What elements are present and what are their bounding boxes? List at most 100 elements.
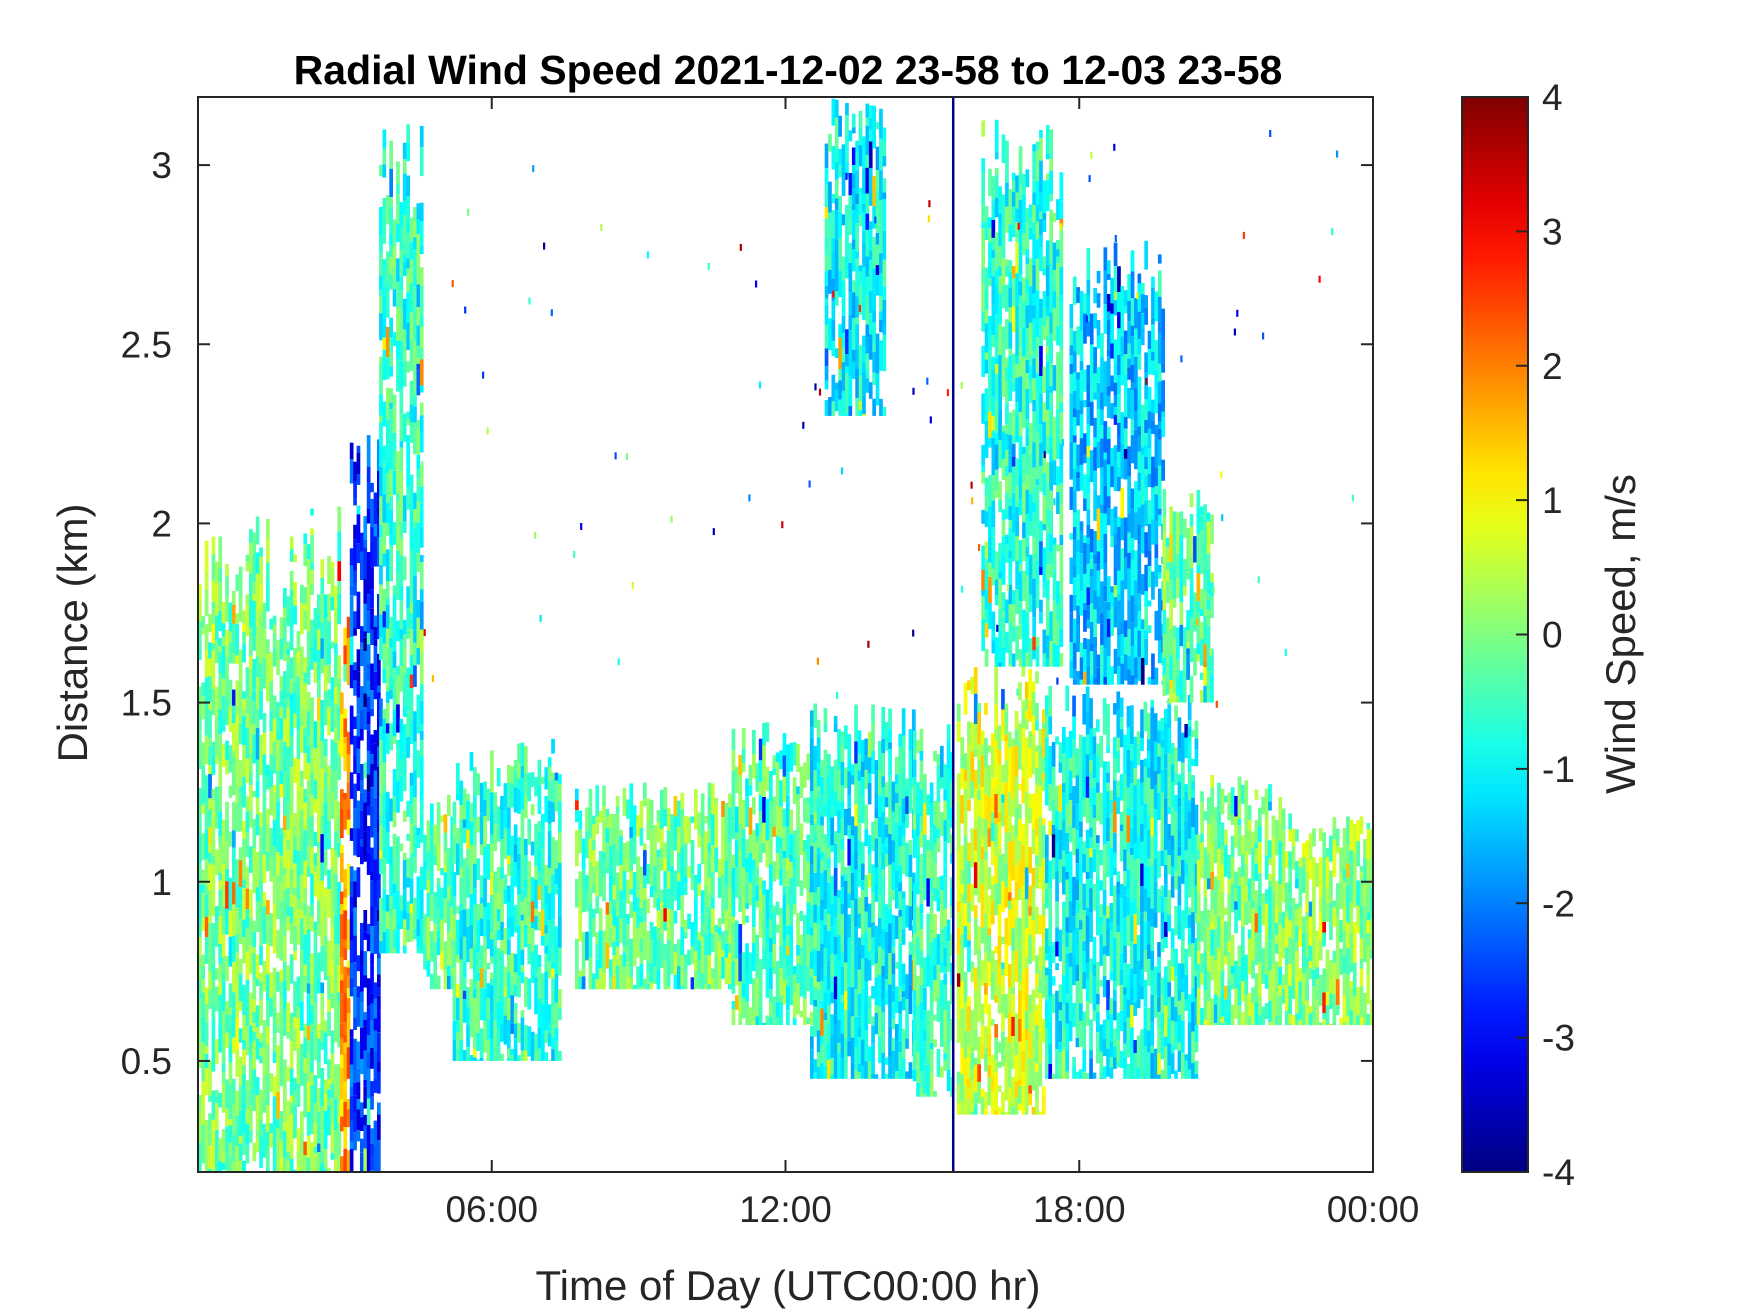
heatmap-cell (262, 1138, 267, 1158)
heatmap-cell (891, 811, 896, 841)
heatmap-cell (813, 1059, 818, 1073)
heatmap-cell (353, 849, 357, 856)
heatmap-cell (1007, 964, 1012, 988)
heatmap-cell (895, 774, 899, 785)
heatmap-cell (296, 1091, 301, 1107)
heatmap-cell (1007, 873, 1012, 893)
heatmap-cell (905, 1071, 909, 1079)
heatmap-cell (865, 337, 870, 354)
heatmap-cell (343, 799, 348, 830)
heatmap-cell (1035, 158, 1040, 182)
heatmap-cell (779, 908, 783, 917)
heatmap-cell (816, 847, 821, 856)
heatmap-cell (366, 806, 371, 816)
heatmap-cell (283, 1157, 287, 1172)
heatmap-cell (1038, 867, 1043, 889)
heatmap-cell (851, 165, 856, 174)
heatmap-cell (310, 1005, 314, 1012)
heatmap-cell (1007, 900, 1012, 910)
heatmap-cell (898, 916, 903, 944)
heatmap-cell (1018, 563, 1023, 572)
heatmap-cell (541, 973, 545, 1005)
heatmap-cell (517, 778, 521, 790)
heatmap-cell (694, 874, 698, 901)
heatmap-cell (507, 971, 511, 990)
heatmap-cell (970, 1111, 975, 1115)
heatmap-cell (1001, 1054, 1005, 1067)
heatmap-cell (419, 700, 424, 725)
heatmap-cell (1011, 928, 1015, 952)
heatmap-cell (466, 875, 470, 898)
heatmap-cell (218, 582, 223, 612)
heatmap-cell (385, 791, 390, 810)
heatmap-cell (724, 910, 729, 930)
heatmap-cell (1028, 365, 1033, 381)
heatmap-cell (861, 988, 865, 1016)
heatmap-cell (891, 781, 896, 812)
heatmap-cell (317, 900, 321, 925)
heatmap-cell (416, 750, 421, 778)
heatmap-cell (436, 930, 441, 938)
heatmap-cell (360, 1044, 364, 1060)
heatmap-cell (967, 1078, 971, 1089)
heatmap-cell (399, 489, 404, 522)
heatmap-cell (1001, 689, 1005, 710)
heatmap-cell (639, 986, 644, 990)
heatmap-cell (769, 989, 773, 1003)
heatmap-cell (385, 691, 390, 704)
heatmap-cell (396, 501, 400, 527)
heatmap-cell (313, 780, 318, 799)
heatmap-cell (598, 811, 603, 823)
heatmap-cell (208, 916, 212, 923)
heatmap-cell (225, 576, 229, 597)
heatmap-cell (218, 872, 223, 881)
heatmap-cell (419, 629, 424, 653)
heatmap-cell (862, 335, 866, 348)
heatmap-cell (1001, 369, 1006, 397)
heatmap-cell (337, 706, 342, 721)
heatmap-cell (1001, 296, 1006, 309)
heatmap-cell (507, 1020, 511, 1049)
heatmap-cell (490, 814, 494, 835)
heatmap-cell (211, 580, 216, 602)
heatmap-cell (984, 859, 988, 871)
heatmap-cell (450, 885, 455, 908)
heatmap-cell (1041, 916, 1046, 939)
heatmap-cell (259, 611, 263, 642)
heatmap-cell (406, 487, 410, 510)
heatmap-region (951, 97, 955, 1172)
heatmap-cell (929, 990, 934, 1017)
heatmap-cell (473, 972, 477, 989)
heatmap-cell (456, 770, 460, 794)
heatmap-cell (416, 694, 421, 716)
heatmap-cell (998, 324, 1002, 355)
heatmap-cell (306, 763, 311, 781)
heatmap-cell (406, 607, 410, 628)
heatmap-cell (981, 222, 985, 229)
heatmap-cell (242, 1064, 246, 1075)
heatmap-cell (991, 304, 996, 336)
heatmap-cell (926, 954, 931, 987)
heatmap-cell (310, 697, 314, 728)
heatmap-cell (389, 846, 393, 867)
heatmap-cell (653, 926, 657, 952)
heatmap-cell (762, 948, 766, 970)
heatmap-cell (1035, 388, 1040, 411)
heatmap-cell (919, 1071, 924, 1089)
heatmap-cell (916, 782, 920, 814)
heatmap-cell (266, 764, 270, 777)
heatmap-cell (898, 909, 903, 917)
heatmap-cell (218, 844, 223, 873)
heatmap-cell (204, 1120, 209, 1152)
heatmap-cell (882, 156, 887, 167)
heatmap-cell (1035, 783, 1039, 794)
heatmap-cell (1015, 289, 1019, 306)
heatmap-cell (503, 889, 508, 904)
heatmap-cell (392, 533, 397, 545)
heatmap-cell (419, 731, 424, 741)
heatmap-cell (306, 736, 311, 746)
heatmap-cell (984, 870, 988, 889)
heatmap-cell (865, 256, 870, 277)
heatmap-cell (609, 846, 613, 875)
heatmap-cell (198, 758, 202, 770)
